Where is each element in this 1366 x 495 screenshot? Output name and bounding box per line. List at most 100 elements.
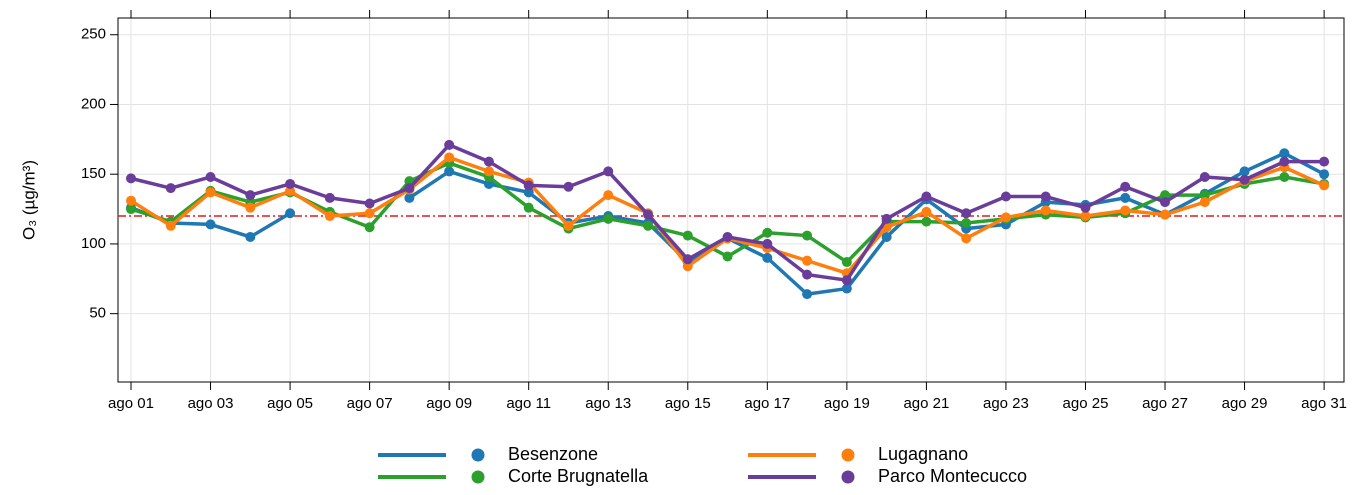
x-tick-label: ago 03 bbox=[188, 395, 234, 412]
legend-marker bbox=[471, 448, 485, 462]
data-point bbox=[961, 218, 972, 229]
data-point bbox=[841, 257, 852, 268]
data-point bbox=[921, 191, 932, 202]
data-point bbox=[1000, 212, 1011, 223]
data-point bbox=[1040, 191, 1051, 202]
data-point bbox=[1080, 211, 1091, 222]
data-point bbox=[563, 181, 574, 192]
data-point bbox=[1319, 156, 1330, 167]
data-point bbox=[126, 204, 136, 215]
x-tick-label: ago 13 bbox=[585, 395, 631, 412]
data-point bbox=[165, 220, 176, 231]
data-point bbox=[1000, 191, 1011, 202]
data-point bbox=[682, 230, 693, 241]
data-point bbox=[523, 202, 534, 213]
data-point bbox=[483, 156, 494, 167]
data-point bbox=[444, 139, 455, 150]
data-point bbox=[1160, 197, 1171, 208]
y-tick-label: 100 bbox=[81, 235, 106, 252]
data-point bbox=[285, 185, 296, 196]
x-tick-label: ago 27 bbox=[1142, 395, 1188, 412]
data-point bbox=[126, 195, 136, 206]
x-tick-label: ago 23 bbox=[983, 395, 1029, 412]
data-point bbox=[643, 220, 654, 231]
data-point bbox=[802, 269, 813, 280]
x-tick-label: ago 21 bbox=[903, 395, 949, 412]
data-point bbox=[205, 219, 216, 230]
data-point bbox=[722, 251, 733, 262]
data-point bbox=[126, 173, 136, 184]
y-tick-label: 150 bbox=[81, 165, 106, 182]
data-point bbox=[1199, 171, 1210, 182]
data-point bbox=[285, 178, 296, 189]
data-point bbox=[483, 178, 494, 189]
data-point bbox=[921, 206, 932, 217]
data-point bbox=[404, 192, 415, 203]
x-tick-label: ago 01 bbox=[108, 395, 154, 412]
data-point bbox=[1080, 202, 1091, 213]
data-point bbox=[1319, 169, 1330, 180]
x-tick-label: ago 11 bbox=[506, 395, 551, 412]
data-point bbox=[603, 213, 614, 224]
legend-label: Parco Montecucco bbox=[878, 466, 1027, 486]
x-tick-label: ago 31 bbox=[1301, 395, 1347, 412]
data-point bbox=[881, 213, 892, 224]
data-point bbox=[364, 198, 375, 209]
data-point bbox=[603, 166, 614, 177]
data-point bbox=[682, 261, 693, 272]
data-point bbox=[961, 233, 972, 244]
data-point bbox=[802, 289, 813, 300]
data-point bbox=[245, 231, 256, 242]
y-tick-label: 200 bbox=[81, 95, 106, 112]
data-point bbox=[802, 230, 813, 241]
data-point bbox=[841, 283, 852, 294]
data-point bbox=[643, 209, 654, 220]
data-point bbox=[1120, 181, 1131, 192]
data-point bbox=[802, 255, 813, 266]
data-point bbox=[523, 187, 534, 198]
data-point bbox=[1160, 190, 1171, 201]
data-point bbox=[364, 222, 375, 233]
y-tick-label: 250 bbox=[81, 26, 106, 43]
x-tick-label: ago 15 bbox=[665, 395, 711, 412]
data-point bbox=[1199, 190, 1210, 201]
data-point bbox=[245, 202, 256, 213]
legend-marker bbox=[471, 470, 485, 484]
legend-marker bbox=[841, 448, 855, 462]
data-point bbox=[1120, 192, 1131, 203]
x-tick-label: ago 29 bbox=[1222, 395, 1268, 412]
data-point bbox=[1199, 197, 1210, 208]
data-point bbox=[1319, 180, 1330, 191]
data-point bbox=[404, 183, 415, 194]
data-point bbox=[961, 208, 972, 219]
data-point bbox=[762, 252, 773, 263]
data-point bbox=[364, 208, 375, 219]
data-point bbox=[324, 192, 335, 203]
data-point bbox=[205, 187, 216, 198]
y-axis-title: O₃ (µg/m³) bbox=[19, 160, 38, 240]
data-point bbox=[1239, 174, 1250, 185]
data-point bbox=[165, 183, 176, 194]
data-point bbox=[523, 180, 534, 191]
x-tick-label: ago 05 bbox=[267, 395, 313, 412]
data-point bbox=[245, 190, 256, 201]
data-point bbox=[682, 254, 693, 265]
data-point bbox=[881, 231, 892, 242]
plot-frame bbox=[117, 17, 1345, 383]
data-point bbox=[444, 152, 455, 163]
legend-label: Besenzone bbox=[508, 444, 598, 464]
data-point bbox=[483, 166, 494, 177]
data-point bbox=[1279, 156, 1290, 167]
legend-label: Corte Brugnatella bbox=[508, 466, 649, 486]
legend-marker bbox=[841, 470, 855, 484]
data-point bbox=[921, 216, 932, 227]
data-point bbox=[285, 208, 296, 219]
data-point bbox=[762, 238, 773, 249]
data-point bbox=[722, 231, 733, 242]
x-tick-label: ago 07 bbox=[347, 395, 393, 412]
data-point bbox=[1239, 166, 1250, 177]
data-point bbox=[1040, 205, 1051, 216]
data-point bbox=[563, 220, 574, 231]
